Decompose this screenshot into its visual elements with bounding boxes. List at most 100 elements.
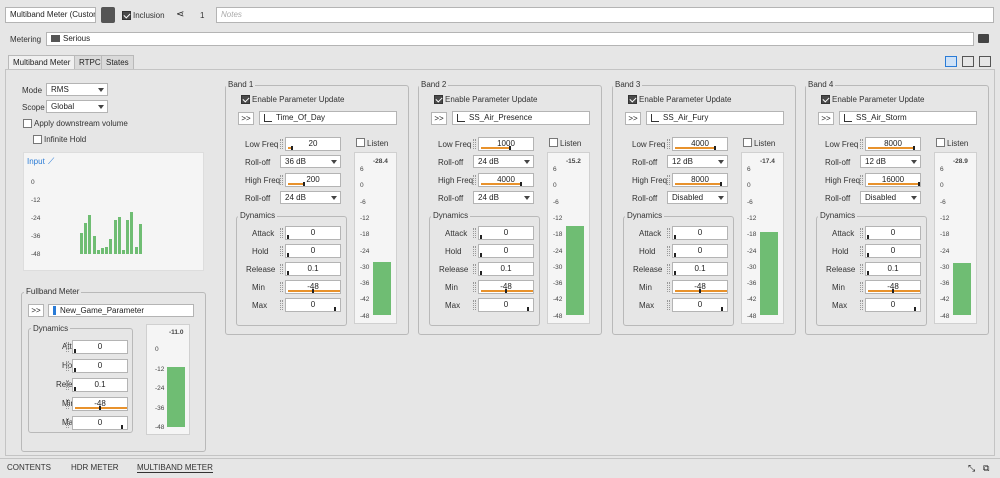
- tab-contents[interactable]: CONTENTS: [7, 463, 51, 472]
- low-freq-slider-handle[interactable]: [913, 146, 915, 150]
- max-slider-handle[interactable]: [914, 307, 916, 311]
- grip-handle[interactable]: [280, 228, 283, 238]
- expand-button[interactable]: >>: [238, 112, 254, 125]
- grip-handle[interactable]: [667, 228, 670, 238]
- slider-handle[interactable]: [74, 387, 76, 391]
- grip-handle[interactable]: [280, 246, 283, 256]
- infinite-hold-checkbox[interactable]: [33, 135, 42, 144]
- grip-handle[interactable]: [473, 175, 476, 185]
- tab-states[interactable]: States: [101, 55, 134, 69]
- min-slider-handle[interactable]: [505, 289, 507, 293]
- grip-handle[interactable]: [667, 175, 670, 185]
- attack-field[interactable]: 0: [285, 226, 341, 240]
- slider-handle[interactable]: [480, 235, 482, 239]
- grip-handle[interactable]: [280, 139, 283, 149]
- grip-handle[interactable]: [66, 342, 69, 352]
- listen-checkbox[interactable]: [936, 138, 945, 147]
- slider-handle[interactable]: [867, 253, 869, 257]
- grip-handle[interactable]: [66, 399, 69, 409]
- rolloff-select[interactable]: Disabled: [667, 191, 728, 204]
- expand-button[interactable]: >>: [431, 112, 447, 125]
- fullband-release-field[interactable]: 0.1: [72, 378, 128, 392]
- max-field[interactable]: 0: [285, 298, 341, 312]
- grip-handle[interactable]: [280, 175, 283, 185]
- grip-handle[interactable]: [860, 228, 863, 238]
- slider-handle[interactable]: [74, 368, 76, 372]
- fullscreen-icon[interactable]: ⤡: [968, 463, 976, 473]
- rolloff-select[interactable]: Disabled: [860, 191, 921, 204]
- min-field[interactable]: -48: [865, 280, 921, 294]
- min-slider-handle[interactable]: [892, 289, 894, 293]
- grip-handle[interactable]: [473, 300, 476, 310]
- low-freq-slider-handle[interactable]: [714, 146, 716, 150]
- slider-handle[interactable]: [867, 271, 869, 275]
- slider-handle[interactable]: [674, 235, 676, 239]
- min-slider-handle[interactable]: [312, 289, 314, 293]
- fullband-min-field[interactable]: -48: [72, 397, 128, 411]
- low-freq-slider-handle[interactable]: [508, 146, 511, 150]
- grip-handle[interactable]: [860, 139, 863, 149]
- grip-handle[interactable]: [280, 282, 283, 292]
- max-slider-handle[interactable]: [527, 307, 529, 311]
- tab-hdr-meter[interactable]: HDR METER: [71, 463, 119, 472]
- grip-handle[interactable]: [280, 264, 283, 274]
- listen-checkbox[interactable]: [356, 138, 365, 147]
- grip-handle[interactable]: [473, 139, 476, 149]
- notes-input[interactable]: Notes: [216, 7, 994, 23]
- inclusion-checkbox[interactable]: [122, 11, 131, 20]
- slider-handle[interactable]: [867, 235, 869, 239]
- high-freq-slider-handle[interactable]: [303, 182, 305, 186]
- high-freq-slider-handle[interactable]: [918, 182, 920, 186]
- hold-field[interactable]: 0: [285, 244, 341, 258]
- fullband-max-field[interactable]: 0: [72, 416, 128, 430]
- grip-handle[interactable]: [473, 282, 476, 292]
- metering-field[interactable]: Serious: [46, 32, 974, 46]
- tab-multiband-meter[interactable]: Multiband Meter: [8, 55, 76, 69]
- slider-handle[interactable]: [287, 271, 289, 275]
- grip-handle[interactable]: [66, 380, 69, 390]
- low-freq-field[interactable]: 4000: [672, 137, 728, 151]
- high-freq-field[interactable]: 16000: [865, 173, 921, 187]
- grip-handle[interactable]: [860, 246, 863, 256]
- grip-handle[interactable]: [860, 300, 863, 310]
- high-freq-field[interactable]: 8000: [672, 173, 728, 187]
- enable-update-checkbox[interactable]: [821, 95, 830, 104]
- mode-select[interactable]: RMS: [46, 83, 108, 96]
- grip-handle[interactable]: [667, 246, 670, 256]
- popout-icon[interactable]: ⧉: [983, 463, 990, 473]
- low-freq-field[interactable]: 1000: [478, 137, 534, 151]
- min-slider-handle[interactable]: [699, 289, 701, 293]
- low-freq-slider-handle[interactable]: [290, 146, 293, 150]
- min-field[interactable]: -48: [285, 280, 341, 294]
- slider-handle[interactable]: [480, 271, 482, 275]
- high-freq-slider-handle[interactable]: [720, 182, 722, 186]
- grip-handle[interactable]: [473, 228, 476, 238]
- band-rtpc-field[interactable]: SS_Air_Storm: [839, 111, 977, 125]
- layout-stack-icon[interactable]: [979, 56, 991, 67]
- scope-select[interactable]: Global: [46, 100, 108, 113]
- release-field[interactable]: 0.1: [865, 262, 921, 276]
- hold-field[interactable]: 0: [865, 244, 921, 258]
- grip-handle[interactable]: [667, 282, 670, 292]
- slider-handle[interactable]: [480, 253, 482, 257]
- max-slider-handle[interactable]: [334, 307, 336, 311]
- grip-handle[interactable]: [667, 264, 670, 274]
- release-field[interactable]: 0.1: [285, 262, 341, 276]
- attack-field[interactable]: 0: [672, 226, 728, 240]
- fullband-hold-field[interactable]: 0: [72, 359, 128, 373]
- grip-handle[interactable]: [667, 300, 670, 310]
- rolloff-select[interactable]: 36 dB: [280, 155, 341, 168]
- grip-handle[interactable]: [473, 246, 476, 256]
- slider-handle[interactable]: [74, 349, 76, 353]
- tab-multiband-meter-bottom[interactable]: MULTIBAND METER: [137, 463, 213, 473]
- slider-handle[interactable]: [674, 253, 676, 257]
- release-field[interactable]: 0.1: [478, 262, 534, 276]
- grip-handle[interactable]: [473, 264, 476, 274]
- enable-update-checkbox[interactable]: [434, 95, 443, 104]
- grip-handle[interactable]: [66, 418, 69, 428]
- max-field[interactable]: 0: [478, 298, 534, 312]
- listen-checkbox[interactable]: [743, 138, 752, 147]
- grip-handle[interactable]: [860, 282, 863, 292]
- slider-handle[interactable]: [287, 253, 289, 257]
- rolloff-select[interactable]: 24 dB: [473, 191, 534, 204]
